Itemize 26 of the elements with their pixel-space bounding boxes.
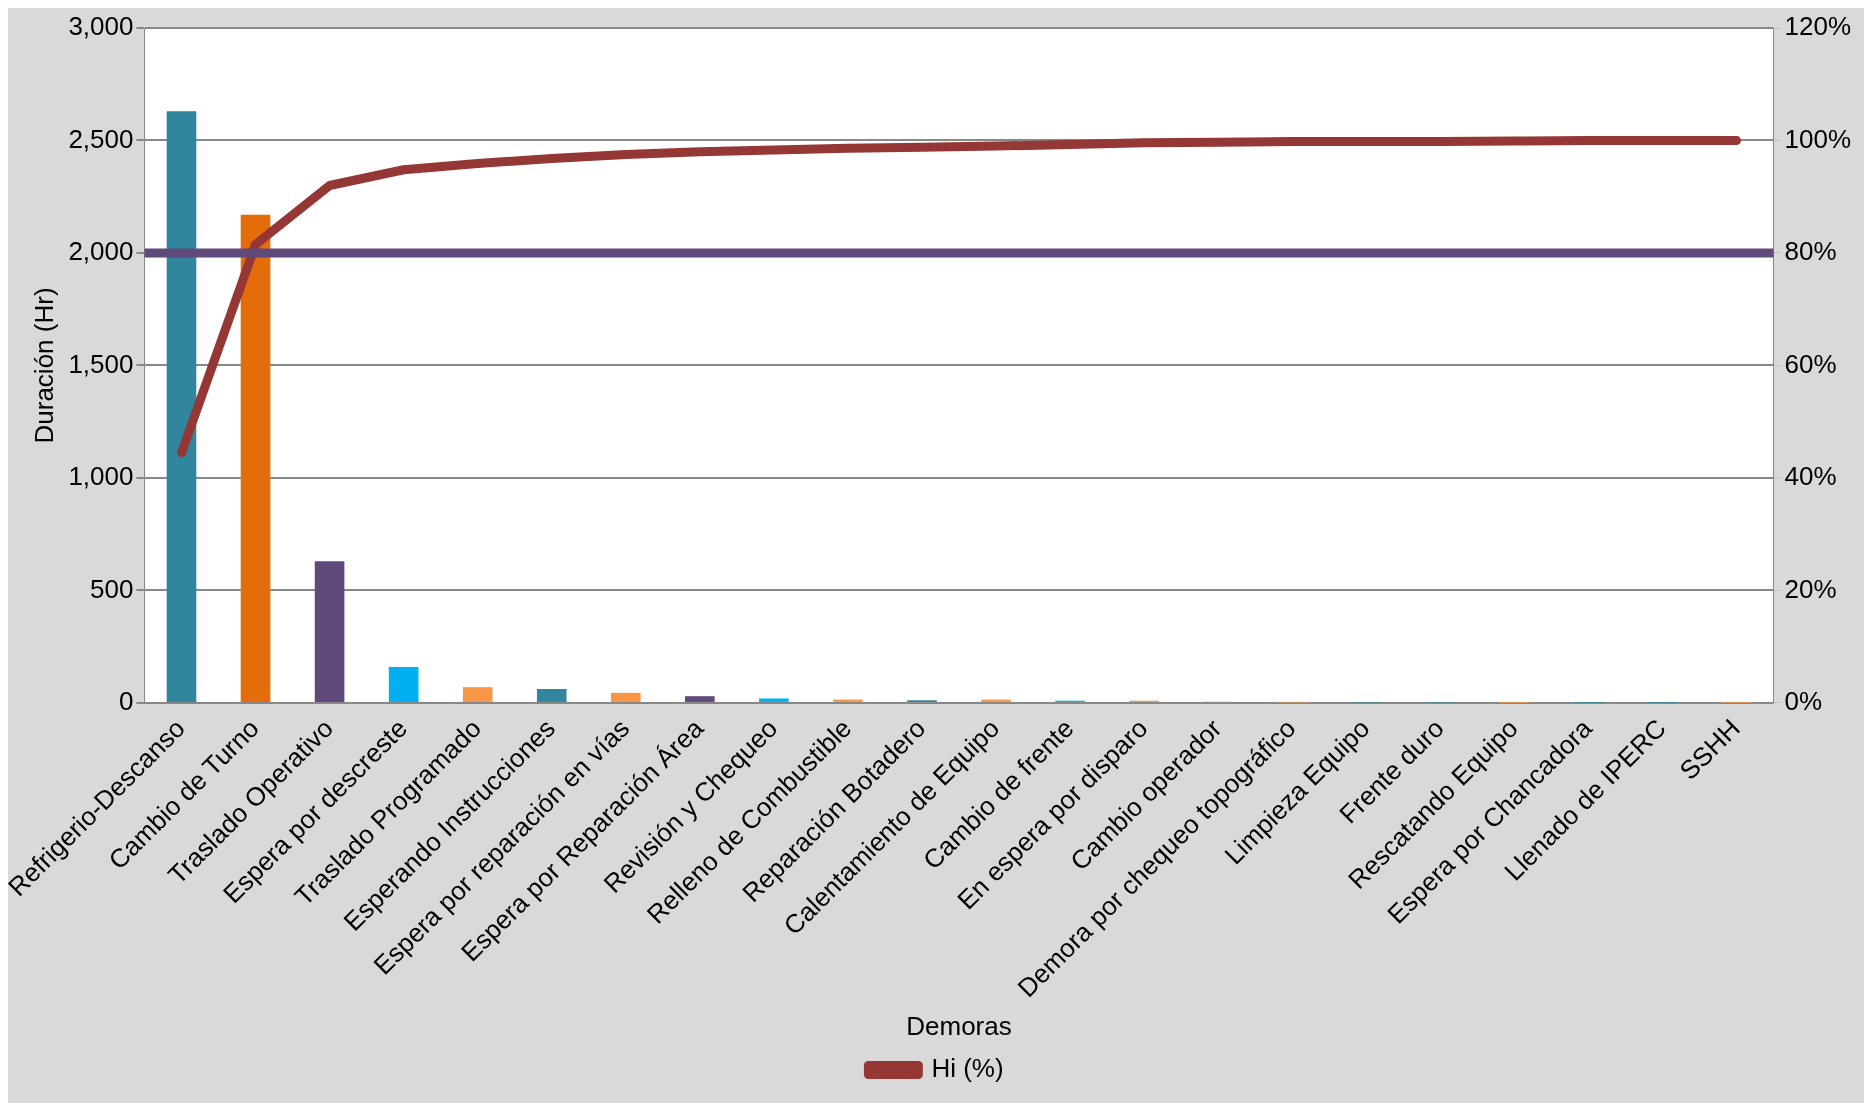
bar bbox=[462, 687, 493, 702]
y2-tick-label: 0% bbox=[1784, 686, 1823, 717]
bar bbox=[536, 689, 567, 702]
y2-tick-label: 100% bbox=[1784, 123, 1851, 154]
bar bbox=[388, 666, 419, 702]
y-tick-label: 2,500 bbox=[68, 123, 134, 154]
y-tick-label: 3,000 bbox=[68, 11, 134, 42]
x-axis-title: Demoras bbox=[906, 1010, 1012, 1041]
bar bbox=[759, 698, 789, 702]
y2-tick-label: 80% bbox=[1784, 236, 1837, 267]
bar bbox=[314, 561, 345, 702]
y-tick-label: 0 bbox=[119, 686, 134, 717]
y2-tick-label: 20% bbox=[1784, 573, 1837, 604]
y-tick-label: 1,000 bbox=[68, 461, 134, 492]
bar bbox=[166, 111, 197, 702]
y2-tick-label: 120% bbox=[1784, 11, 1851, 42]
y2-tick-label: 40% bbox=[1784, 461, 1837, 492]
y-tick-label: 500 bbox=[90, 573, 134, 604]
bar bbox=[685, 696, 715, 702]
y-tick-label: 2,000 bbox=[68, 236, 134, 267]
y-tick-label: 1,500 bbox=[68, 348, 134, 379]
legend-label: Hi (%) bbox=[931, 1053, 1004, 1084]
y-axis-title: Duración (Hr) bbox=[28, 287, 59, 444]
y2-tick-label: 60% bbox=[1784, 348, 1837, 379]
bar bbox=[240, 214, 271, 702]
bar bbox=[610, 692, 641, 702]
